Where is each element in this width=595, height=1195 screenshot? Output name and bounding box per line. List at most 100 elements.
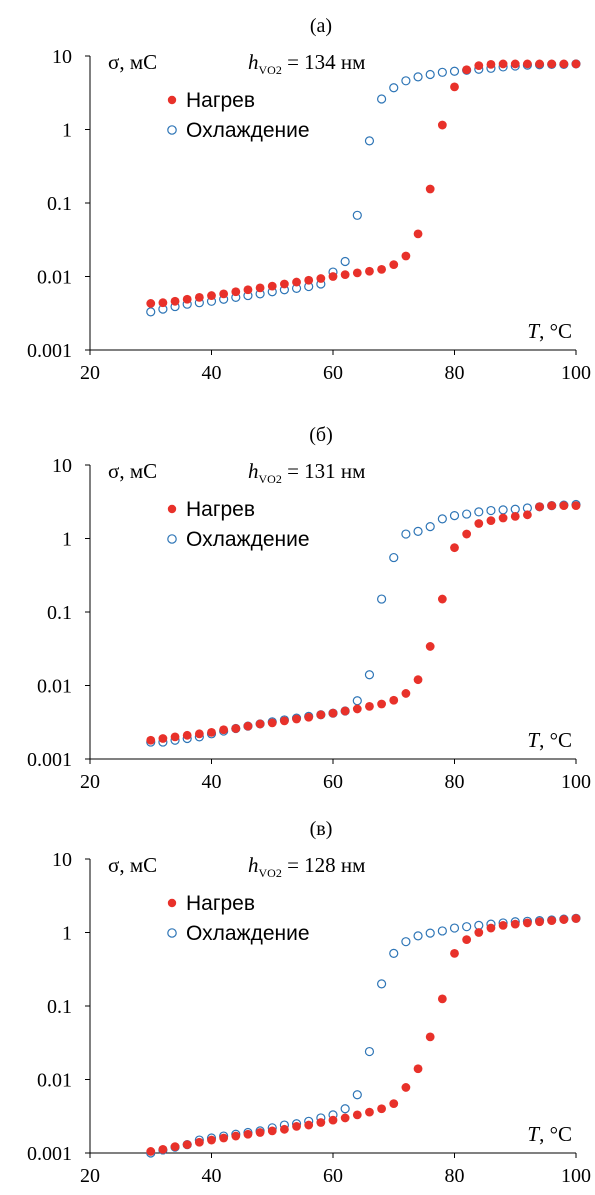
data-point (450, 948, 459, 958)
data-point (340, 706, 350, 716)
data-point (401, 937, 411, 947)
data-point (535, 502, 544, 512)
data-point (377, 94, 387, 104)
data-point (207, 291, 216, 300)
chart-panel-2: (б) 0.001 0.01 0.1 1 10 20 40 60 80 100 σ, мС hVO2 =… (27, 424, 591, 793)
data-point (352, 1110, 362, 1120)
data-point (280, 716, 289, 726)
data-point (389, 260, 399, 270)
data-point (401, 251, 411, 261)
data-point (498, 505, 508, 515)
y-tick-label: 0.1 (47, 996, 72, 1018)
y-tick-label: 0.001 (27, 1143, 72, 1165)
data-point (243, 285, 253, 295)
data-point (486, 59, 496, 69)
y-axis-label: σ, мС (108, 50, 157, 74)
data-point (462, 529, 472, 539)
data-point (425, 928, 435, 938)
legend-label-1: Нагрев (186, 892, 255, 915)
legend-marker-1 (167, 504, 177, 514)
x-tick-label: 80 (445, 362, 465, 384)
data-point (146, 735, 156, 745)
legend-label-2: Охлаждение (186, 922, 310, 945)
data-point (474, 928, 484, 937)
data-point (377, 979, 387, 989)
data-point (340, 270, 350, 280)
data-point (498, 920, 508, 930)
x-axis-label: T, °C (527, 728, 572, 752)
data-point (231, 1131, 241, 1141)
data-point (486, 516, 496, 526)
data-point (449, 510, 460, 521)
data-point (182, 294, 192, 304)
data-point (425, 69, 435, 80)
data-point (243, 721, 253, 731)
x-axis-label: T, °C (527, 319, 572, 343)
data-point (462, 935, 472, 945)
data-point (352, 696, 362, 706)
data-point (292, 1122, 301, 1131)
data-point (267, 718, 277, 728)
data-point (219, 289, 229, 299)
data-point (474, 519, 484, 528)
data-point (498, 513, 508, 523)
x-tick-label: 80 (445, 771, 465, 793)
thickness-annotation: hVO2 = 134 нм (248, 50, 365, 77)
data-point (352, 268, 362, 278)
data-point (352, 1090, 362, 1100)
panel-label: (б) (309, 424, 333, 446)
legend-marker-1 (167, 898, 177, 908)
x-tick-label: 100 (561, 362, 591, 384)
y-tick-label: 10 (52, 849, 72, 871)
data-point (474, 507, 484, 517)
x-tick-label: 80 (445, 1165, 465, 1187)
series-heating (146, 501, 581, 745)
data-point (146, 307, 156, 317)
y-tick-label: 0.1 (47, 193, 72, 215)
data-point (182, 730, 192, 740)
data-point (243, 1129, 253, 1139)
data-point (170, 732, 180, 742)
data-point (364, 136, 375, 146)
data-point (194, 292, 204, 302)
data-point (365, 266, 374, 276)
legend-marker-2 (167, 928, 177, 938)
thickness-annotation: hVO2 = 131 нм (248, 459, 365, 486)
data-point (437, 120, 447, 130)
data-point (413, 931, 423, 941)
y-tick-label: 0.001 (27, 340, 72, 362)
data-point (255, 719, 265, 729)
data-point (219, 725, 229, 735)
data-point (170, 296, 180, 306)
data-point (449, 923, 460, 933)
data-point (158, 734, 168, 743)
data-point (523, 510, 532, 520)
data-point (267, 281, 277, 291)
thickness-annotation: hVO2 = 128 нм (248, 853, 365, 880)
panel-label: (в) (310, 818, 333, 840)
data-point (535, 59, 544, 69)
data-point (304, 712, 314, 722)
data-point (255, 283, 265, 293)
x-tick-label: 60 (323, 362, 343, 384)
data-point (316, 274, 326, 283)
data-point (364, 670, 375, 680)
y-tick-label: 0.001 (27, 749, 72, 771)
data-point (377, 264, 386, 274)
data-point (207, 1135, 216, 1145)
data-point (182, 1140, 192, 1150)
data-point (328, 272, 338, 281)
x-axis-label: T, °C (527, 1122, 572, 1146)
x-tick-label: 100 (561, 1165, 591, 1187)
data-point (304, 275, 314, 285)
data-point (413, 1064, 423, 1074)
x-tick-label: 100 (561, 771, 591, 793)
data-point (365, 701, 374, 711)
data-point (437, 994, 447, 1004)
y-tick-label: 1 (62, 529, 72, 551)
data-point (231, 287, 241, 297)
data-point (547, 501, 557, 511)
data-point (425, 184, 435, 194)
x-tick-label: 20 (80, 771, 100, 793)
legend-marker-2 (167, 534, 177, 544)
